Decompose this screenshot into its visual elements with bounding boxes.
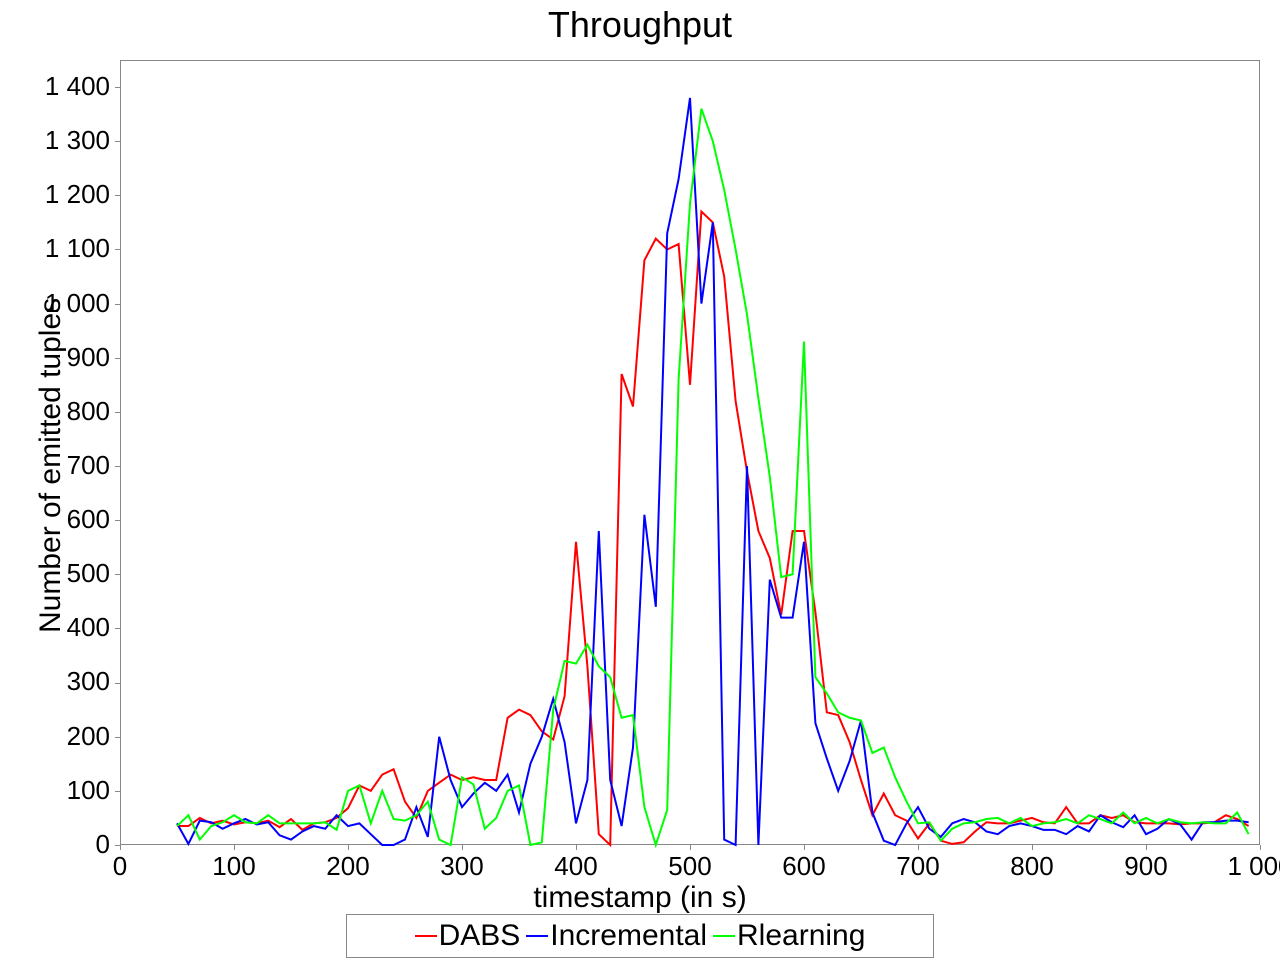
y-tick-label: 300 — [25, 666, 110, 697]
y-tick-label: 1 100 — [25, 233, 110, 264]
x-tick — [690, 845, 691, 850]
x-tick-label: 900 — [1096, 851, 1196, 882]
legend-swatch — [713, 935, 735, 937]
x-tick-label: 300 — [412, 851, 512, 882]
y-tick-label: 400 — [25, 612, 110, 643]
x-tick — [576, 845, 577, 850]
x-tick-label: 600 — [754, 851, 854, 882]
y-tick-label: 1 000 — [25, 288, 110, 319]
y-tick — [115, 791, 120, 792]
x-tick — [348, 845, 349, 850]
chart-svg — [120, 60, 1260, 845]
y-tick-label: 900 — [25, 342, 110, 373]
y-tick-label: 800 — [25, 396, 110, 427]
x-tick-label: 700 — [868, 851, 968, 882]
y-tick-label: 600 — [25, 504, 110, 535]
y-tick — [115, 737, 120, 738]
legend-swatch — [526, 935, 548, 937]
y-tick — [115, 520, 120, 521]
y-tick-label: 1 300 — [25, 125, 110, 156]
x-tick — [1146, 845, 1147, 850]
legend-item-rlearning: Rlearning — [713, 919, 865, 953]
y-tick-label: 1 200 — [25, 179, 110, 210]
x-tick — [462, 845, 463, 850]
legend-label: Rlearning — [737, 919, 865, 953]
series-line-dabs — [177, 212, 1249, 845]
series-line-rlearning — [177, 109, 1249, 845]
y-tick-label: 200 — [25, 721, 110, 752]
chart-title: Throughput — [0, 4, 1280, 46]
y-tick — [115, 683, 120, 684]
x-tick-label: 1 000 — [1210, 851, 1280, 882]
y-tick-label: 0 — [25, 829, 110, 860]
series-line-incremental — [177, 98, 1249, 845]
y-tick — [115, 141, 120, 142]
x-tick — [120, 845, 121, 850]
x-axis-label: timestamp (in s) — [0, 881, 1280, 915]
y-tick — [115, 249, 120, 250]
x-tick-label: 500 — [640, 851, 740, 882]
legend-item-dabs: DABS — [415, 919, 521, 953]
y-tick — [115, 574, 120, 575]
x-tick-label: 100 — [184, 851, 284, 882]
y-tick-label: 1 400 — [25, 71, 110, 102]
x-tick — [234, 845, 235, 850]
x-tick-label: 200 — [298, 851, 398, 882]
y-tick-label: 100 — [25, 775, 110, 806]
y-tick-label: 700 — [25, 450, 110, 481]
y-tick — [115, 195, 120, 196]
chart-container: Throughput Number of emitted tuples time… — [0, 0, 1280, 960]
y-tick — [115, 412, 120, 413]
legend: DABS Incremental Rlearning — [346, 914, 934, 958]
y-tick-label: 500 — [25, 558, 110, 589]
x-tick-label: 400 — [526, 851, 626, 882]
x-tick-label: 800 — [982, 851, 1082, 882]
legend-swatch — [415, 935, 437, 937]
x-tick — [918, 845, 919, 850]
y-tick — [115, 845, 120, 846]
y-tick — [115, 466, 120, 467]
y-tick — [115, 628, 120, 629]
legend-label: DABS — [439, 919, 521, 953]
legend-label: Incremental — [550, 919, 707, 953]
legend-item-incremental: Incremental — [526, 919, 707, 953]
y-tick — [115, 87, 120, 88]
x-tick — [1032, 845, 1033, 850]
y-tick — [115, 358, 120, 359]
y-tick — [115, 304, 120, 305]
x-tick — [1260, 845, 1261, 850]
x-tick — [804, 845, 805, 850]
